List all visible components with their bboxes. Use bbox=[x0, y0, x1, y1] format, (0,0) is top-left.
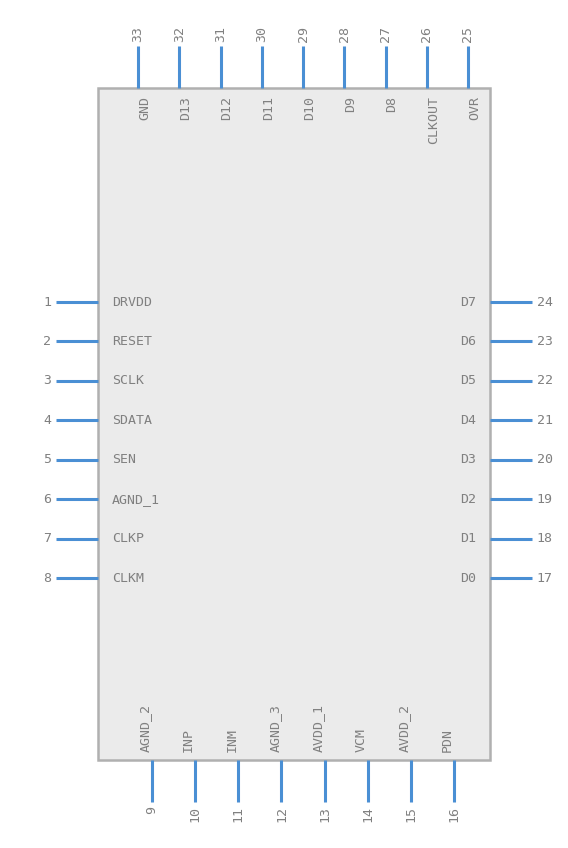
Text: D13: D13 bbox=[179, 97, 192, 120]
Text: D10: D10 bbox=[303, 97, 316, 120]
Text: PDN: PDN bbox=[441, 728, 454, 751]
Text: CLKP: CLKP bbox=[112, 532, 144, 545]
Text: 19: 19 bbox=[537, 493, 553, 505]
Text: AGND_3: AGND_3 bbox=[269, 704, 281, 751]
Text: CLKM: CLKM bbox=[112, 572, 144, 584]
Text: 18: 18 bbox=[537, 532, 553, 545]
Text: 25: 25 bbox=[461, 25, 474, 42]
Text: 7: 7 bbox=[44, 532, 52, 545]
Text: 12: 12 bbox=[275, 806, 288, 823]
Text: DRVDD: DRVDD bbox=[112, 295, 152, 309]
Text: 3: 3 bbox=[44, 374, 52, 388]
Text: 17: 17 bbox=[537, 572, 553, 584]
Text: 16: 16 bbox=[448, 806, 461, 823]
Text: 27: 27 bbox=[379, 25, 392, 42]
Text: 6: 6 bbox=[44, 493, 52, 505]
Text: D9: D9 bbox=[344, 97, 357, 113]
Bar bbox=[98, 88, 490, 760]
Text: 21: 21 bbox=[537, 414, 553, 427]
Text: D6: D6 bbox=[460, 335, 476, 348]
Text: SDATA: SDATA bbox=[112, 414, 152, 427]
Text: CLKOUT: CLKOUT bbox=[427, 97, 440, 144]
Text: 1: 1 bbox=[44, 295, 52, 309]
Text: D4: D4 bbox=[460, 414, 476, 427]
Text: D5: D5 bbox=[460, 374, 476, 388]
Text: RESET: RESET bbox=[112, 335, 152, 348]
Text: 4: 4 bbox=[44, 414, 52, 427]
Text: 22: 22 bbox=[537, 374, 553, 388]
Text: D8: D8 bbox=[386, 97, 399, 113]
Text: INM: INM bbox=[225, 728, 239, 751]
Text: 14: 14 bbox=[361, 806, 374, 823]
Text: D1: D1 bbox=[460, 532, 476, 545]
Text: OVR: OVR bbox=[468, 97, 481, 120]
Text: 13: 13 bbox=[318, 806, 331, 823]
Text: 32: 32 bbox=[173, 25, 186, 42]
Text: 33: 33 bbox=[132, 25, 144, 42]
Text: 31: 31 bbox=[214, 25, 227, 42]
Text: 2: 2 bbox=[44, 335, 52, 348]
Text: INP: INP bbox=[182, 728, 195, 751]
Text: AVDD_1: AVDD_1 bbox=[312, 704, 324, 751]
Text: SEN: SEN bbox=[112, 453, 136, 466]
Text: VCM: VCM bbox=[354, 728, 367, 751]
Text: AGND_2: AGND_2 bbox=[139, 704, 152, 751]
Text: D2: D2 bbox=[460, 493, 476, 505]
Text: 8: 8 bbox=[44, 572, 52, 584]
Text: GND: GND bbox=[138, 97, 151, 120]
Text: D0: D0 bbox=[460, 572, 476, 584]
Text: SCLK: SCLK bbox=[112, 374, 144, 388]
Text: 24: 24 bbox=[537, 295, 553, 309]
Text: 11: 11 bbox=[232, 806, 245, 823]
Text: 28: 28 bbox=[338, 25, 351, 42]
Text: 9: 9 bbox=[145, 806, 158, 814]
Text: D7: D7 bbox=[460, 295, 476, 309]
Text: 20: 20 bbox=[537, 453, 553, 466]
Text: 10: 10 bbox=[189, 806, 202, 823]
Text: 29: 29 bbox=[296, 25, 310, 42]
Text: AGND_1: AGND_1 bbox=[112, 493, 160, 505]
Text: D3: D3 bbox=[460, 453, 476, 466]
Text: 5: 5 bbox=[44, 453, 52, 466]
Text: 30: 30 bbox=[255, 25, 268, 42]
Text: D12: D12 bbox=[220, 97, 233, 120]
Text: D11: D11 bbox=[262, 97, 275, 120]
Text: 26: 26 bbox=[420, 25, 433, 42]
Text: AVDD_2: AVDD_2 bbox=[398, 704, 411, 751]
Text: 15: 15 bbox=[404, 806, 417, 823]
Text: 23: 23 bbox=[537, 335, 553, 348]
